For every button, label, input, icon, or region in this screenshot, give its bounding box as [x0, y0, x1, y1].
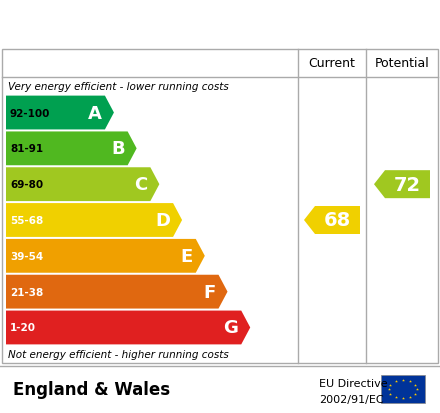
- Text: 69-80: 69-80: [10, 180, 43, 190]
- Text: 21-38: 21-38: [10, 287, 43, 297]
- Text: G: G: [224, 319, 238, 337]
- Text: Energy Efficiency Rating: Energy Efficiency Rating: [13, 14, 282, 33]
- Text: 55-68: 55-68: [10, 216, 43, 225]
- Polygon shape: [6, 311, 250, 344]
- Text: England & Wales: England & Wales: [13, 380, 170, 398]
- Polygon shape: [374, 171, 430, 199]
- Text: 68: 68: [324, 211, 351, 230]
- Polygon shape: [304, 206, 360, 235]
- Text: A: A: [88, 104, 102, 122]
- Polygon shape: [6, 204, 182, 237]
- Text: F: F: [203, 283, 216, 301]
- Text: Not energy efficient - higher running costs: Not energy efficient - higher running co…: [8, 349, 229, 360]
- Polygon shape: [6, 96, 114, 130]
- Bar: [381, 375, 425, 403]
- Polygon shape: [6, 275, 227, 309]
- Polygon shape: [6, 132, 137, 166]
- Text: D: D: [155, 211, 170, 230]
- Text: 2002/91/EC: 2002/91/EC: [319, 394, 384, 404]
- Text: E: E: [180, 247, 193, 265]
- Text: 72: 72: [394, 175, 421, 194]
- Text: C: C: [134, 176, 147, 194]
- Text: B: B: [111, 140, 125, 158]
- Text: Current: Current: [308, 57, 356, 70]
- Text: 81-91: 81-91: [10, 144, 43, 154]
- Text: 39-54: 39-54: [10, 251, 43, 261]
- Text: 1-20: 1-20: [10, 323, 36, 333]
- Polygon shape: [6, 239, 205, 273]
- Polygon shape: [6, 168, 159, 202]
- Text: Very energy efficient - lower running costs: Very energy efficient - lower running co…: [8, 81, 229, 91]
- Text: EU Directive: EU Directive: [319, 379, 388, 389]
- Text: 92-100: 92-100: [10, 108, 50, 118]
- Text: Potential: Potential: [374, 57, 429, 70]
